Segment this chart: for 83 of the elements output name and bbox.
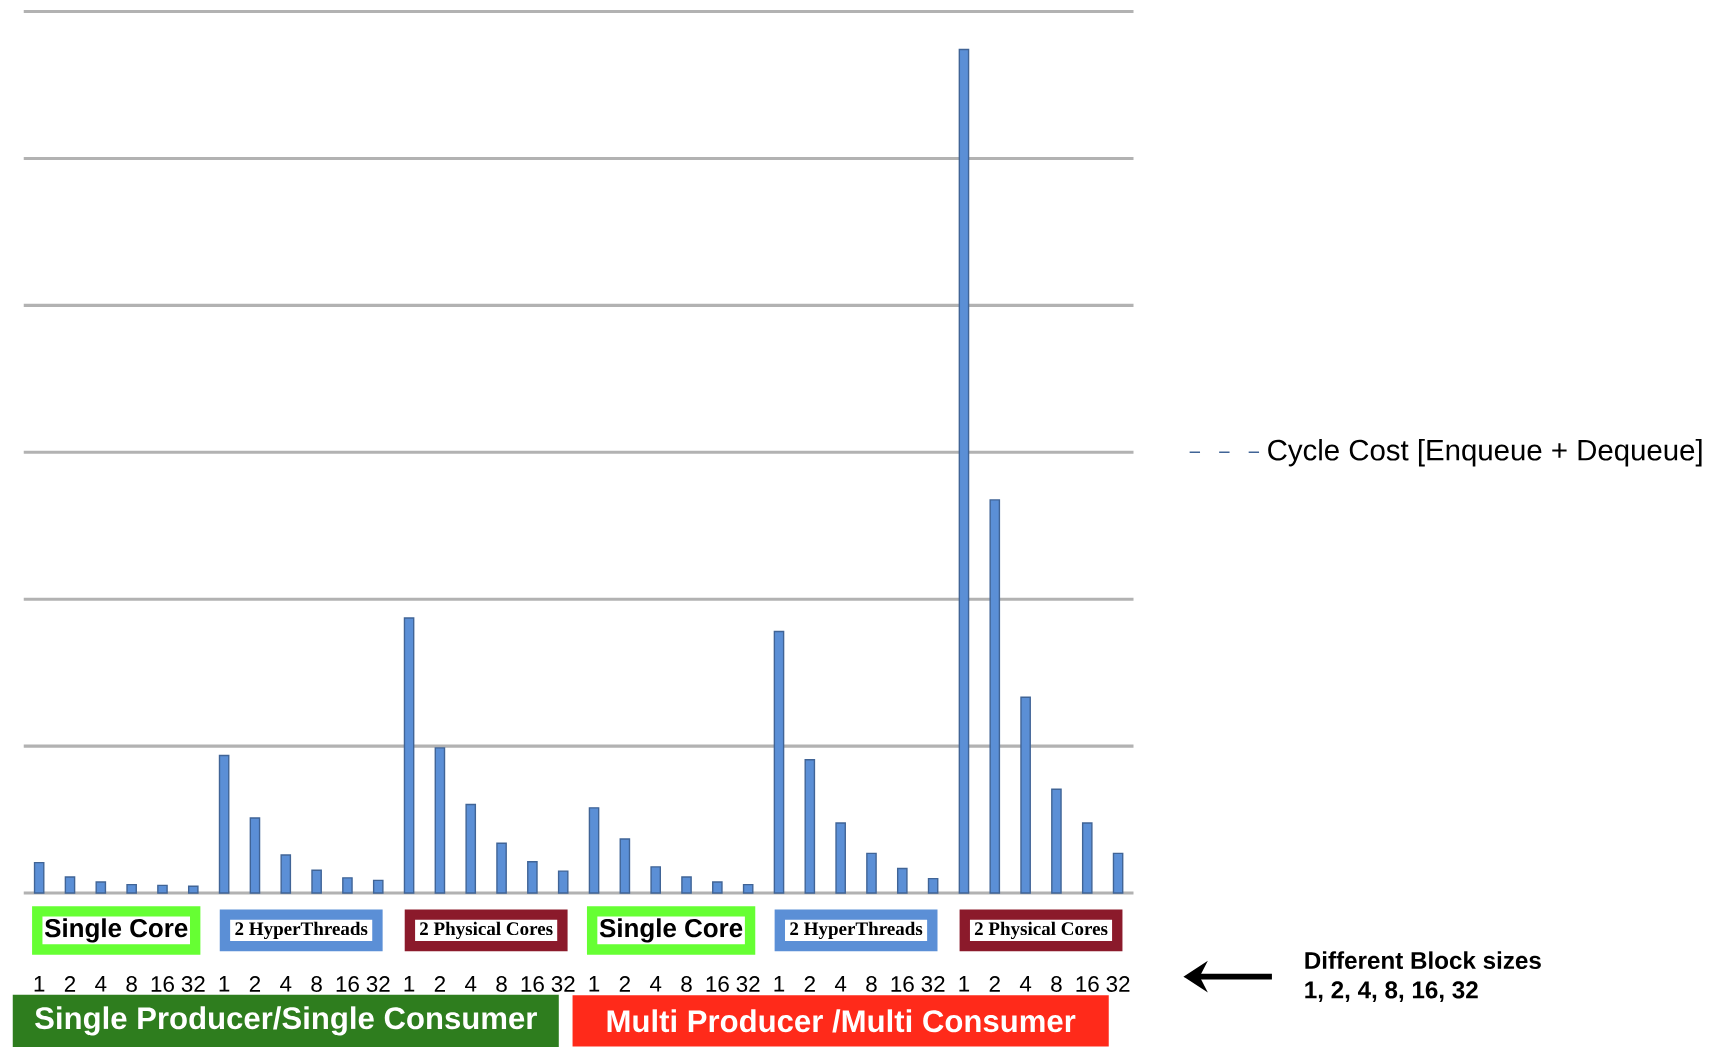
bar [1081,822,1093,894]
legend-label: Cycle Cost [Enqueue + Dequeue] [1268,438,1702,467]
bar [1051,788,1062,894]
bar [95,881,107,894]
x-tick-label: 8 [1051,975,1062,992]
bar [927,877,939,894]
bar [280,854,292,894]
bar [588,806,600,894]
text: Different Block sizes [1305,951,1541,969]
x-tick-label: 16 [521,975,544,992]
bar [1112,852,1124,894]
bar [403,617,415,894]
bar [187,885,199,894]
text: 1, 2, 4, 8, 16, 32 [1305,981,1478,1002]
bar [866,852,877,894]
bar [465,803,477,894]
x-tick-label: 4 [649,975,662,992]
bar [896,867,908,894]
x-tick-label: 32 [1106,975,1130,992]
bar [342,876,353,894]
x-tick-label: 1 [34,975,45,992]
x-tick-label: 4 [95,975,107,992]
text: 2 HyperThreads [790,921,923,939]
x-tick-label: 8 [126,975,137,992]
x-tick-label: 8 [496,975,507,992]
bar [33,861,45,894]
x-tick-label: 8 [681,975,692,992]
bar [372,879,384,894]
bar [126,883,137,894]
x-tick-label: 2 [989,975,1000,992]
bar [958,48,970,894]
text: Single Core [44,918,188,943]
x-tick-label: 8 [866,975,877,992]
x-tick-label: 1 [404,975,415,992]
x-tick-label: 32 [921,975,945,992]
bar [1020,696,1031,894]
x-tick-label: 16 [891,975,914,992]
x-tick-label: 1 [774,975,785,992]
bar [496,842,507,894]
x-tick-label: 16 [1076,975,1099,992]
text: 2 Physical Cores [974,921,1108,939]
x-tick-label: 32 [551,975,575,992]
bar [157,884,168,894]
bar [712,881,723,894]
x-tick-label: 16 [706,975,729,992]
x-tick-label: 2 [434,975,445,992]
text: Single Producer/Single Consumer [35,1006,537,1036]
x-tick-label: 2 [619,975,630,992]
x-tick-label: 32 [181,975,205,992]
x-tick-label: 4 [280,975,292,992]
x-tick-label: 1 [219,975,230,992]
bar [989,499,1001,894]
x-tick-label: 2 [804,975,815,992]
x-tick-label: 4 [465,975,477,992]
text: Single Core [599,918,743,943]
bar [64,876,76,894]
x-tick-label: 4 [834,975,847,992]
bar [835,822,846,894]
text: 2 Physical Cores [420,921,553,939]
bar [619,838,631,894]
bar [650,866,661,894]
x-tick-label: 16 [151,975,174,992]
text: 2 HyperThreads [235,921,368,939]
x-tick-label: 4 [1019,975,1032,992]
bar [249,817,261,894]
text: Multi Producer /Multi Consumer [607,1009,1076,1033]
x-tick-label: 8 [311,975,322,992]
bar [527,860,538,894]
bar [742,883,754,894]
bar [804,758,816,894]
bar [434,747,446,894]
x-tick-label: 2 [249,975,261,992]
bar [773,630,785,894]
x-tick-label: 16 [336,975,359,992]
bar [218,754,230,894]
x-tick-label: 2 [64,975,76,992]
x-tick-label: 1 [589,975,600,992]
bar [311,869,322,894]
bar [681,876,692,894]
x-tick-label: 1 [959,975,970,992]
x-tick-label: 32 [366,975,390,992]
x-tick-label: 32 [736,975,760,992]
bar [557,870,569,894]
